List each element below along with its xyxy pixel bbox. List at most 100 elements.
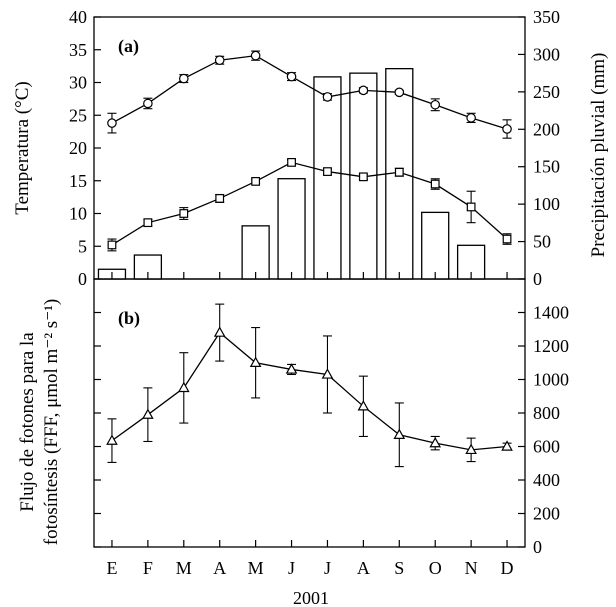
panel-b-right-axis: 0 200 400 600 800 1000 1200 1400 [518,303,569,557]
temperature-square-point [466,202,476,212]
panel-a-temperature-precipitation: (a) Temperatura (°C) Precipitación pluvi… [12,7,609,289]
right-tick-label: 1200 [533,336,569,356]
temperature-square-line [111,161,508,246]
month-label: M [176,558,192,578]
photon-flux-point [321,368,334,379]
temperature-square-point [502,234,512,244]
month-label: J [288,558,295,578]
left-tick-label: 30 [69,73,87,93]
photon-flux-point [393,428,406,439]
precipitation-bar [421,211,450,280]
temperature-circle-point [466,113,476,123]
right-tick-label: 1000 [533,370,569,390]
temperature-square-series [107,158,512,252]
x-axis-year-label: 2001 [293,588,329,607]
temperature-square-point [358,172,368,182]
precipitation-bars [97,68,486,280]
right-tick-label: 0 [533,537,542,557]
left-tick-label: 25 [69,105,87,125]
temperature-circle-point [143,98,153,109]
temperature-circle-line [111,54,508,130]
temperature-square-point [179,209,189,218]
right-tick-label: 1400 [533,303,569,323]
temperature-circle-point [502,124,512,134]
month-label: A [357,558,370,578]
precipitation-bar [385,68,414,280]
photon-flux-point [285,363,298,374]
month-label: M [248,558,264,578]
left-tick-label: 10 [69,204,87,224]
temperature-series [107,50,512,252]
right-tick-label: 200 [533,504,560,524]
temperature-square-point [323,167,332,176]
month-label: N [465,558,478,578]
photon-flux-point [177,381,190,393]
month-label: J [324,558,331,578]
panel-b-axis-label-line2: fotosíntesis (FFF, μmol m⁻² s⁻¹) [41,299,62,546]
temperature-circle-point [178,73,189,84]
temperature-circle-point [322,92,333,102]
panel-a-left-axis: 0 5 10 15 20 25 30 35 40 [69,7,101,289]
right-tick-label: 100 [533,194,560,214]
photon-flux-point [429,436,442,448]
left-tick-label: 35 [69,40,87,60]
temperature-square-point [143,218,153,228]
photon-flux-point [249,356,262,367]
photon-flux-point [465,443,477,455]
precipitation-bar [241,225,270,280]
photon-flux-line [111,331,508,451]
temperature-square-point [107,240,117,250]
right-tick-label: 250 [533,82,560,102]
panel-a-left-axis-label: Temperatura (°C) [12,81,33,214]
right-tick-label: 400 [533,470,560,490]
month-label: D [501,558,514,578]
precipitation-bar [313,76,342,280]
temperature-square-point [215,194,225,203]
temperature-square-point [251,177,261,186]
left-tick-label: 0 [78,269,87,289]
right-tick-label: 350 [533,7,560,27]
temperature-circle-point [430,99,441,110]
panel-a-right-axis-label: Precipitación pluvial (mm) [588,53,609,258]
temperature-circle-point [250,50,261,61]
temperature-square-point [430,179,440,189]
right-tick-label: 0 [533,269,542,289]
photon-flux-series [106,303,513,468]
photon-flux-series [106,303,513,468]
panel-b-axis-label-line1: Flujo de fotones para la [17,332,38,512]
photon-flux-point [213,326,226,337]
panel-b-left-axis [94,311,101,548]
month-label: S [394,558,404,578]
temperature-circle-point [394,87,405,98]
temperature-circle-point [107,118,117,128]
left-tick-label: 40 [69,7,87,27]
photon-flux-point [142,408,154,419]
panel-a-x-axis [111,272,508,279]
month-label: A [213,558,226,578]
temperature-square-point [394,167,404,177]
precipitation-bar [277,178,306,280]
panel-b-frame [93,278,526,548]
panel-a-tag: (a) [118,36,139,57]
temperature-circle-point [214,55,225,66]
right-tick-label: 800 [533,403,560,423]
temperature-square-point [287,158,296,167]
temperature-circle-point [286,71,297,82]
right-tick-label: 300 [533,44,560,64]
temperature-circle-point [358,85,369,96]
photon-flux-point [501,440,513,451]
panel-b-tag: (b) [118,308,140,329]
photon-flux-point [106,434,118,445]
panel-a-right-axis: 0 50 100 150 200 250 300 350 [518,7,560,289]
month-label: F [143,558,153,578]
right-tick-label: 200 [533,119,560,139]
month-label: O [429,558,442,578]
right-tick-label: 150 [533,157,560,177]
right-tick-label: 50 [533,232,551,252]
photon-flux-point [357,400,370,411]
left-tick-label: 5 [78,236,87,256]
left-tick-label: 15 [69,171,87,191]
temperature-circle-series [107,50,512,139]
